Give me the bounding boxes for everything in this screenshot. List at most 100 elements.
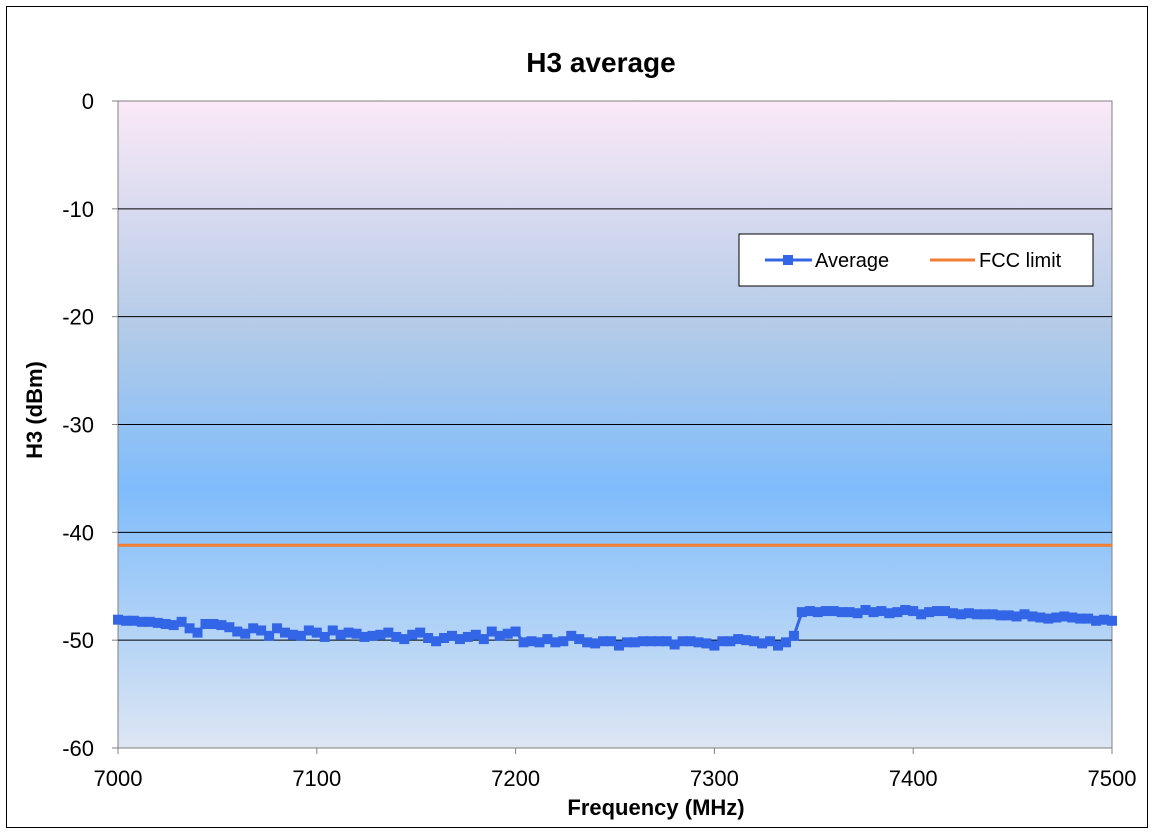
- data-point-average: [526, 636, 537, 647]
- data-point-average: [963, 608, 974, 619]
- data-point-average: [940, 606, 951, 617]
- legend-item-average: Average: [765, 250, 889, 272]
- data-point-average: [446, 630, 457, 641]
- data-point-average: [176, 616, 187, 627]
- data-point-average: [423, 633, 434, 644]
- data-point-average: [669, 639, 680, 650]
- data-point-average: [884, 608, 895, 619]
- data-point-average: [367, 630, 378, 641]
- data-point-average: [780, 637, 791, 648]
- data-point-average: [987, 609, 998, 620]
- data-point-average: [1107, 615, 1117, 626]
- data-point-average: [1083, 613, 1094, 624]
- data-point-average: [383, 627, 394, 638]
- data-point-average: [574, 634, 585, 645]
- data-point-average: [311, 627, 322, 638]
- data-point-average: [439, 633, 450, 644]
- data-point-average: [1051, 612, 1062, 623]
- data-point-average: [216, 620, 227, 631]
- data-point-average: [908, 606, 919, 617]
- data-point-average: [558, 636, 569, 647]
- data-point-average: [916, 609, 927, 620]
- y-tick-label: 0: [82, 89, 94, 114]
- x-tick-label: 7400: [889, 766, 938, 791]
- data-point-average: [1011, 611, 1022, 622]
- x-axis-ticks: 7000 7100 7200 7300 7400 7500: [94, 748, 1137, 791]
- data-point-average: [534, 637, 545, 648]
- data-point-average: [677, 636, 688, 647]
- data-point-average: [256, 625, 267, 636]
- data-point-average: [796, 607, 807, 618]
- data-point-average: [892, 607, 903, 618]
- data-point-average: [1059, 611, 1070, 622]
- data-point-average: [1027, 611, 1038, 622]
- data-point-average: [152, 617, 163, 628]
- legend-marker-average: [783, 255, 793, 265]
- data-point-average: [685, 636, 696, 647]
- data-point-average: [1043, 613, 1054, 624]
- data-point-average: [486, 626, 497, 637]
- data-point-average: [550, 637, 561, 648]
- data-point-average: [113, 614, 123, 625]
- data-point-average: [1019, 609, 1030, 620]
- y-tick-label: -40: [62, 520, 94, 545]
- legend: Average FCC limit: [738, 233, 1094, 287]
- data-point-average: [955, 609, 966, 620]
- data-point-average: [741, 635, 752, 646]
- data-point-average: [1003, 610, 1014, 621]
- data-point-average: [717, 636, 728, 647]
- data-point-average: [232, 626, 243, 637]
- data-point-average: [510, 626, 521, 637]
- data-point-average: [462, 631, 473, 642]
- series-layer: [113, 543, 1117, 651]
- data-point-average: [391, 631, 402, 642]
- data-point-average: [709, 640, 720, 651]
- legend-label-average: Average: [815, 250, 889, 272]
- data-point-average: [295, 630, 306, 641]
- x-tick-label: 7500: [1088, 766, 1137, 791]
- y-tick-label: -50: [62, 628, 94, 653]
- data-point-average: [765, 636, 776, 647]
- data-point-average: [788, 630, 799, 641]
- data-point-average: [264, 630, 275, 641]
- x-tick-label: 7300: [690, 766, 739, 791]
- data-point-average: [1091, 615, 1102, 626]
- data-point-average: [375, 629, 386, 640]
- data-point-average: [613, 640, 624, 651]
- data-point-average: [812, 607, 823, 618]
- y-tick-label: -10: [62, 197, 94, 222]
- data-point-average: [582, 637, 593, 648]
- data-point-average: [351, 628, 362, 639]
- y-axis-title: H3 (dBm): [22, 361, 47, 459]
- data-point-average: [335, 629, 346, 640]
- data-point-average: [995, 610, 1006, 621]
- data-point-average: [407, 629, 418, 640]
- data-point-average: [502, 628, 513, 639]
- y-tick-label: -60: [62, 736, 94, 761]
- y-tick-label: -20: [62, 305, 94, 330]
- data-point-average: [932, 606, 943, 617]
- data-point-average: [947, 608, 958, 619]
- data-point-average: [598, 636, 609, 647]
- data-point-average: [224, 622, 235, 633]
- y-tick-label: -30: [62, 413, 94, 438]
- data-point-average: [836, 607, 847, 618]
- data-point-average: [629, 637, 640, 648]
- chart-title: H3 average: [526, 47, 675, 78]
- data-point-average: [415, 627, 426, 638]
- data-point-average: [160, 618, 171, 629]
- data-point-average: [773, 640, 784, 651]
- data-point-average: [208, 618, 219, 629]
- legend-item-fcc-limit: FCC limit: [930, 250, 1062, 272]
- data-point-average: [645, 636, 656, 647]
- data-point-average: [279, 627, 290, 638]
- x-tick-label: 7200: [491, 766, 540, 791]
- data-point-average: [144, 616, 155, 627]
- data-point-average: [924, 607, 935, 618]
- data-point-average: [979, 609, 990, 620]
- data-point-average: [725, 636, 736, 647]
- data-point-average: [757, 638, 768, 649]
- data-point-average: [431, 636, 442, 647]
- data-point-average: [1035, 612, 1046, 623]
